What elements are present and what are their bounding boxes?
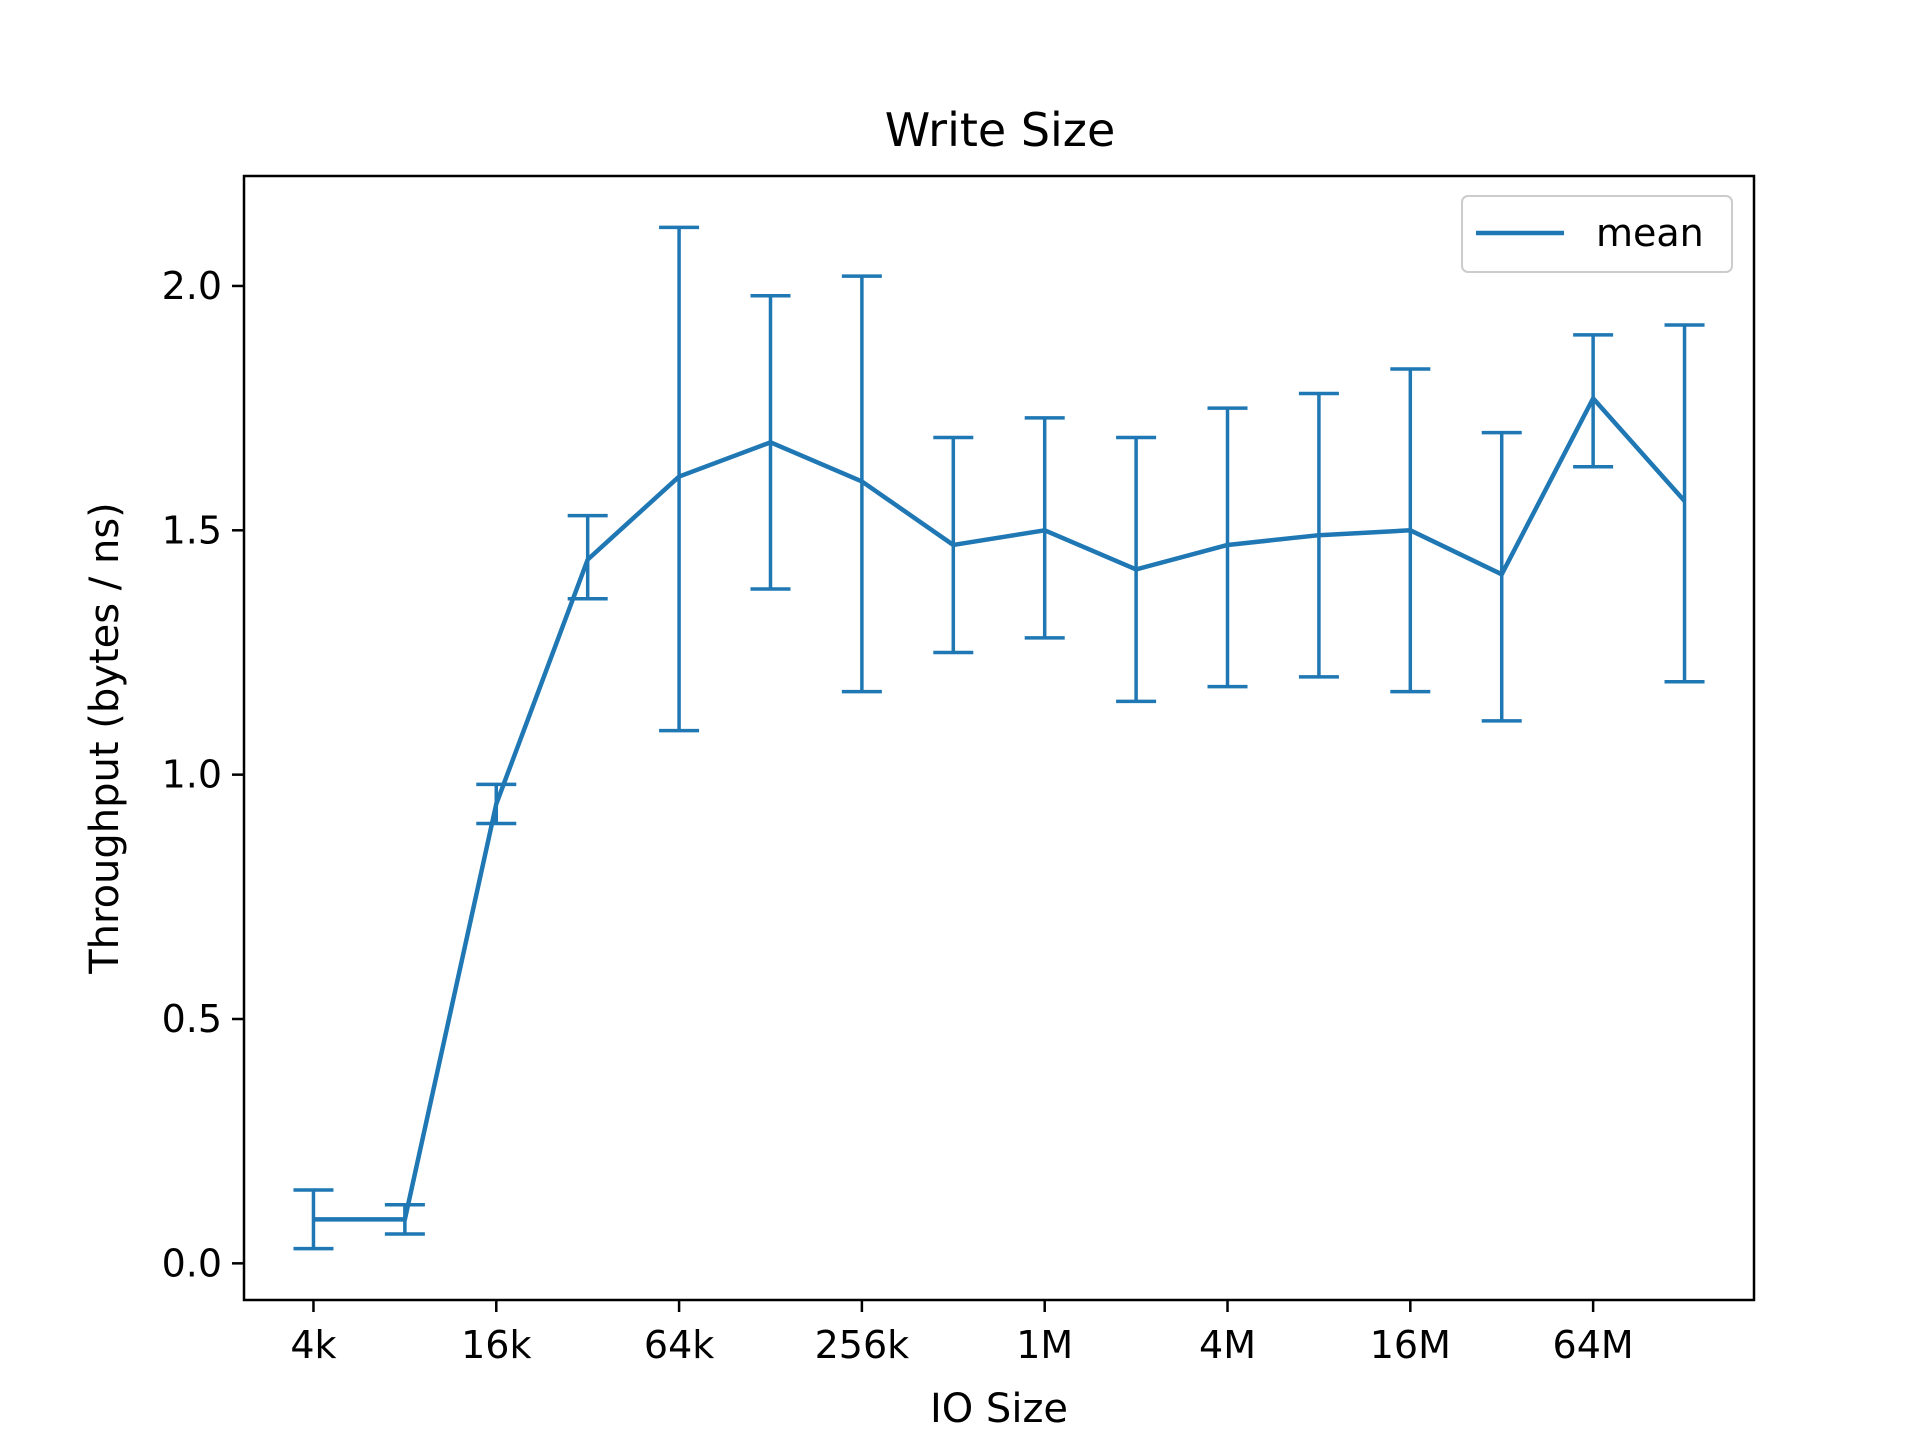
chart-title: Write Size: [885, 103, 1116, 157]
x-axis: 4k 16k 64k 256k 1M 4M 16M 64M: [290, 1300, 1634, 1367]
x-tick-label: 256k: [815, 1323, 910, 1367]
legend-box: [1461, 195, 1733, 273]
y-tick-label: 2.0: [162, 264, 222, 308]
x-tick-label: 64k: [644, 1323, 714, 1367]
error-bar: [1664, 323, 1705, 684]
x-tick-label: 16k: [461, 1323, 531, 1367]
error-bar: [1024, 416, 1065, 640]
y-tick-label: 0.5: [162, 997, 222, 1041]
x-tick-label: 1M: [1016, 1323, 1073, 1367]
x-tick-label: 64M: [1553, 1323, 1634, 1367]
axes-frame: [242, 174, 1756, 1302]
y-tick-label: 1.5: [162, 508, 222, 552]
y-tick-label: 0.0: [162, 1241, 222, 1285]
y-axis-title: Throughput (bytes / ns): [82, 502, 128, 975]
y-tick-label: 1.0: [162, 753, 222, 797]
x-tick-label: 4M: [1199, 1323, 1256, 1367]
legend-label: mean: [1596, 211, 1704, 255]
x-tick-label: 4k: [290, 1323, 336, 1367]
x-axis-title: IO Size: [930, 1386, 1068, 1432]
x-tick-label: 16M: [1370, 1323, 1451, 1367]
plot-area: [293, 225, 1705, 1251]
error-bar: [1207, 406, 1248, 689]
legend: mean: [1461, 195, 1733, 273]
series-line-mean: [313, 396, 1687, 1222]
error-bar: [1481, 430, 1522, 723]
y-axis: 0.0 0.5 1.0 1.5 2.0: [162, 264, 244, 1285]
